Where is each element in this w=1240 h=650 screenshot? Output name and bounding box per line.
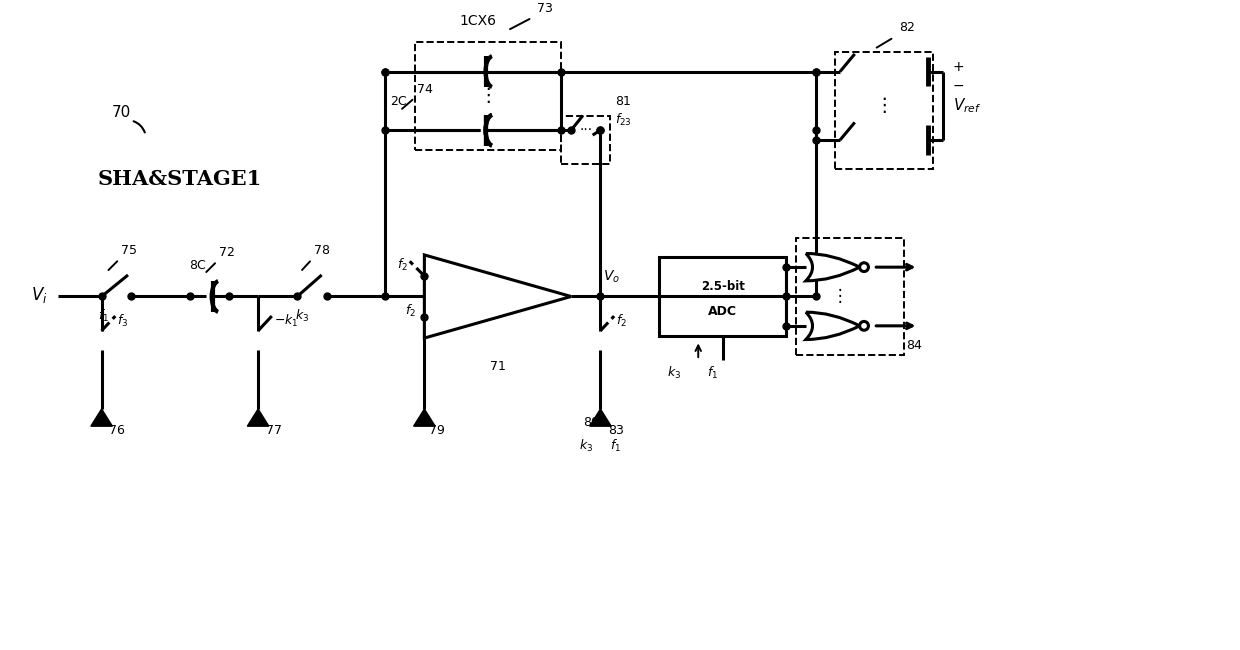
Text: 81: 81 bbox=[615, 95, 631, 108]
Text: 73: 73 bbox=[537, 2, 553, 15]
Text: 72: 72 bbox=[219, 246, 234, 259]
Text: $k_3$: $k_3$ bbox=[667, 365, 681, 381]
Text: $V_{ref}$: $V_{ref}$ bbox=[952, 96, 981, 115]
Text: $f_2$: $f_2$ bbox=[616, 313, 627, 329]
Text: $V_o$: $V_o$ bbox=[604, 268, 620, 285]
Text: $f_1$: $f_1$ bbox=[707, 365, 718, 381]
Text: +: + bbox=[952, 60, 965, 73]
Text: 77: 77 bbox=[265, 424, 281, 437]
Polygon shape bbox=[424, 255, 572, 338]
Text: 75: 75 bbox=[122, 244, 138, 257]
Polygon shape bbox=[91, 409, 113, 426]
Text: $k_3$: $k_3$ bbox=[579, 438, 593, 454]
Text: $f_1$: $f_1$ bbox=[98, 308, 109, 324]
Bar bbox=[836, 52, 932, 170]
Text: 82: 82 bbox=[899, 21, 915, 34]
Text: −: − bbox=[952, 79, 965, 93]
Text: $-k_1$: $-k_1$ bbox=[274, 313, 298, 329]
Circle shape bbox=[859, 322, 868, 330]
Text: 74: 74 bbox=[417, 83, 433, 96]
Bar bbox=[660, 257, 786, 335]
Text: 79: 79 bbox=[429, 424, 445, 437]
Text: 2.5-bit: 2.5-bit bbox=[701, 280, 745, 293]
Text: 70: 70 bbox=[112, 105, 130, 120]
Text: SHA&STAGE1: SHA&STAGE1 bbox=[98, 169, 262, 189]
Text: 84: 84 bbox=[906, 339, 923, 352]
Text: $k_3$: $k_3$ bbox=[295, 308, 309, 324]
Text: $V_i$: $V_i$ bbox=[31, 285, 48, 305]
PathPatch shape bbox=[806, 254, 859, 281]
Text: $f_1$: $f_1$ bbox=[610, 438, 621, 454]
Text: ⋮: ⋮ bbox=[874, 96, 894, 115]
Text: 80: 80 bbox=[583, 416, 599, 429]
Bar bbox=[796, 238, 904, 355]
Text: 83: 83 bbox=[609, 424, 624, 437]
Text: 1CX6: 1CX6 bbox=[460, 14, 497, 27]
Text: +: + bbox=[429, 312, 444, 330]
Bar bbox=[562, 116, 610, 164]
Text: $f_2$: $f_2$ bbox=[404, 303, 415, 319]
Text: ···: ··· bbox=[579, 124, 593, 137]
Text: ADC: ADC bbox=[708, 305, 738, 318]
Text: ⋮: ⋮ bbox=[479, 86, 497, 105]
Text: 8C: 8C bbox=[188, 259, 206, 272]
Circle shape bbox=[859, 263, 868, 272]
Text: $f_{23}$: $f_{23}$ bbox=[615, 112, 632, 129]
Text: $f_3$: $f_3$ bbox=[118, 313, 129, 329]
Text: 76: 76 bbox=[109, 424, 125, 437]
PathPatch shape bbox=[806, 312, 859, 339]
Text: ⋮: ⋮ bbox=[832, 287, 848, 306]
Polygon shape bbox=[414, 409, 435, 426]
Text: $f_2$: $f_2$ bbox=[397, 257, 408, 273]
Polygon shape bbox=[590, 409, 611, 426]
Text: 78: 78 bbox=[314, 244, 330, 257]
Text: 71: 71 bbox=[490, 360, 506, 373]
Polygon shape bbox=[247, 409, 269, 426]
Text: 2C: 2C bbox=[391, 95, 407, 108]
Bar bbox=[414, 42, 562, 150]
Text: −: − bbox=[429, 263, 444, 281]
